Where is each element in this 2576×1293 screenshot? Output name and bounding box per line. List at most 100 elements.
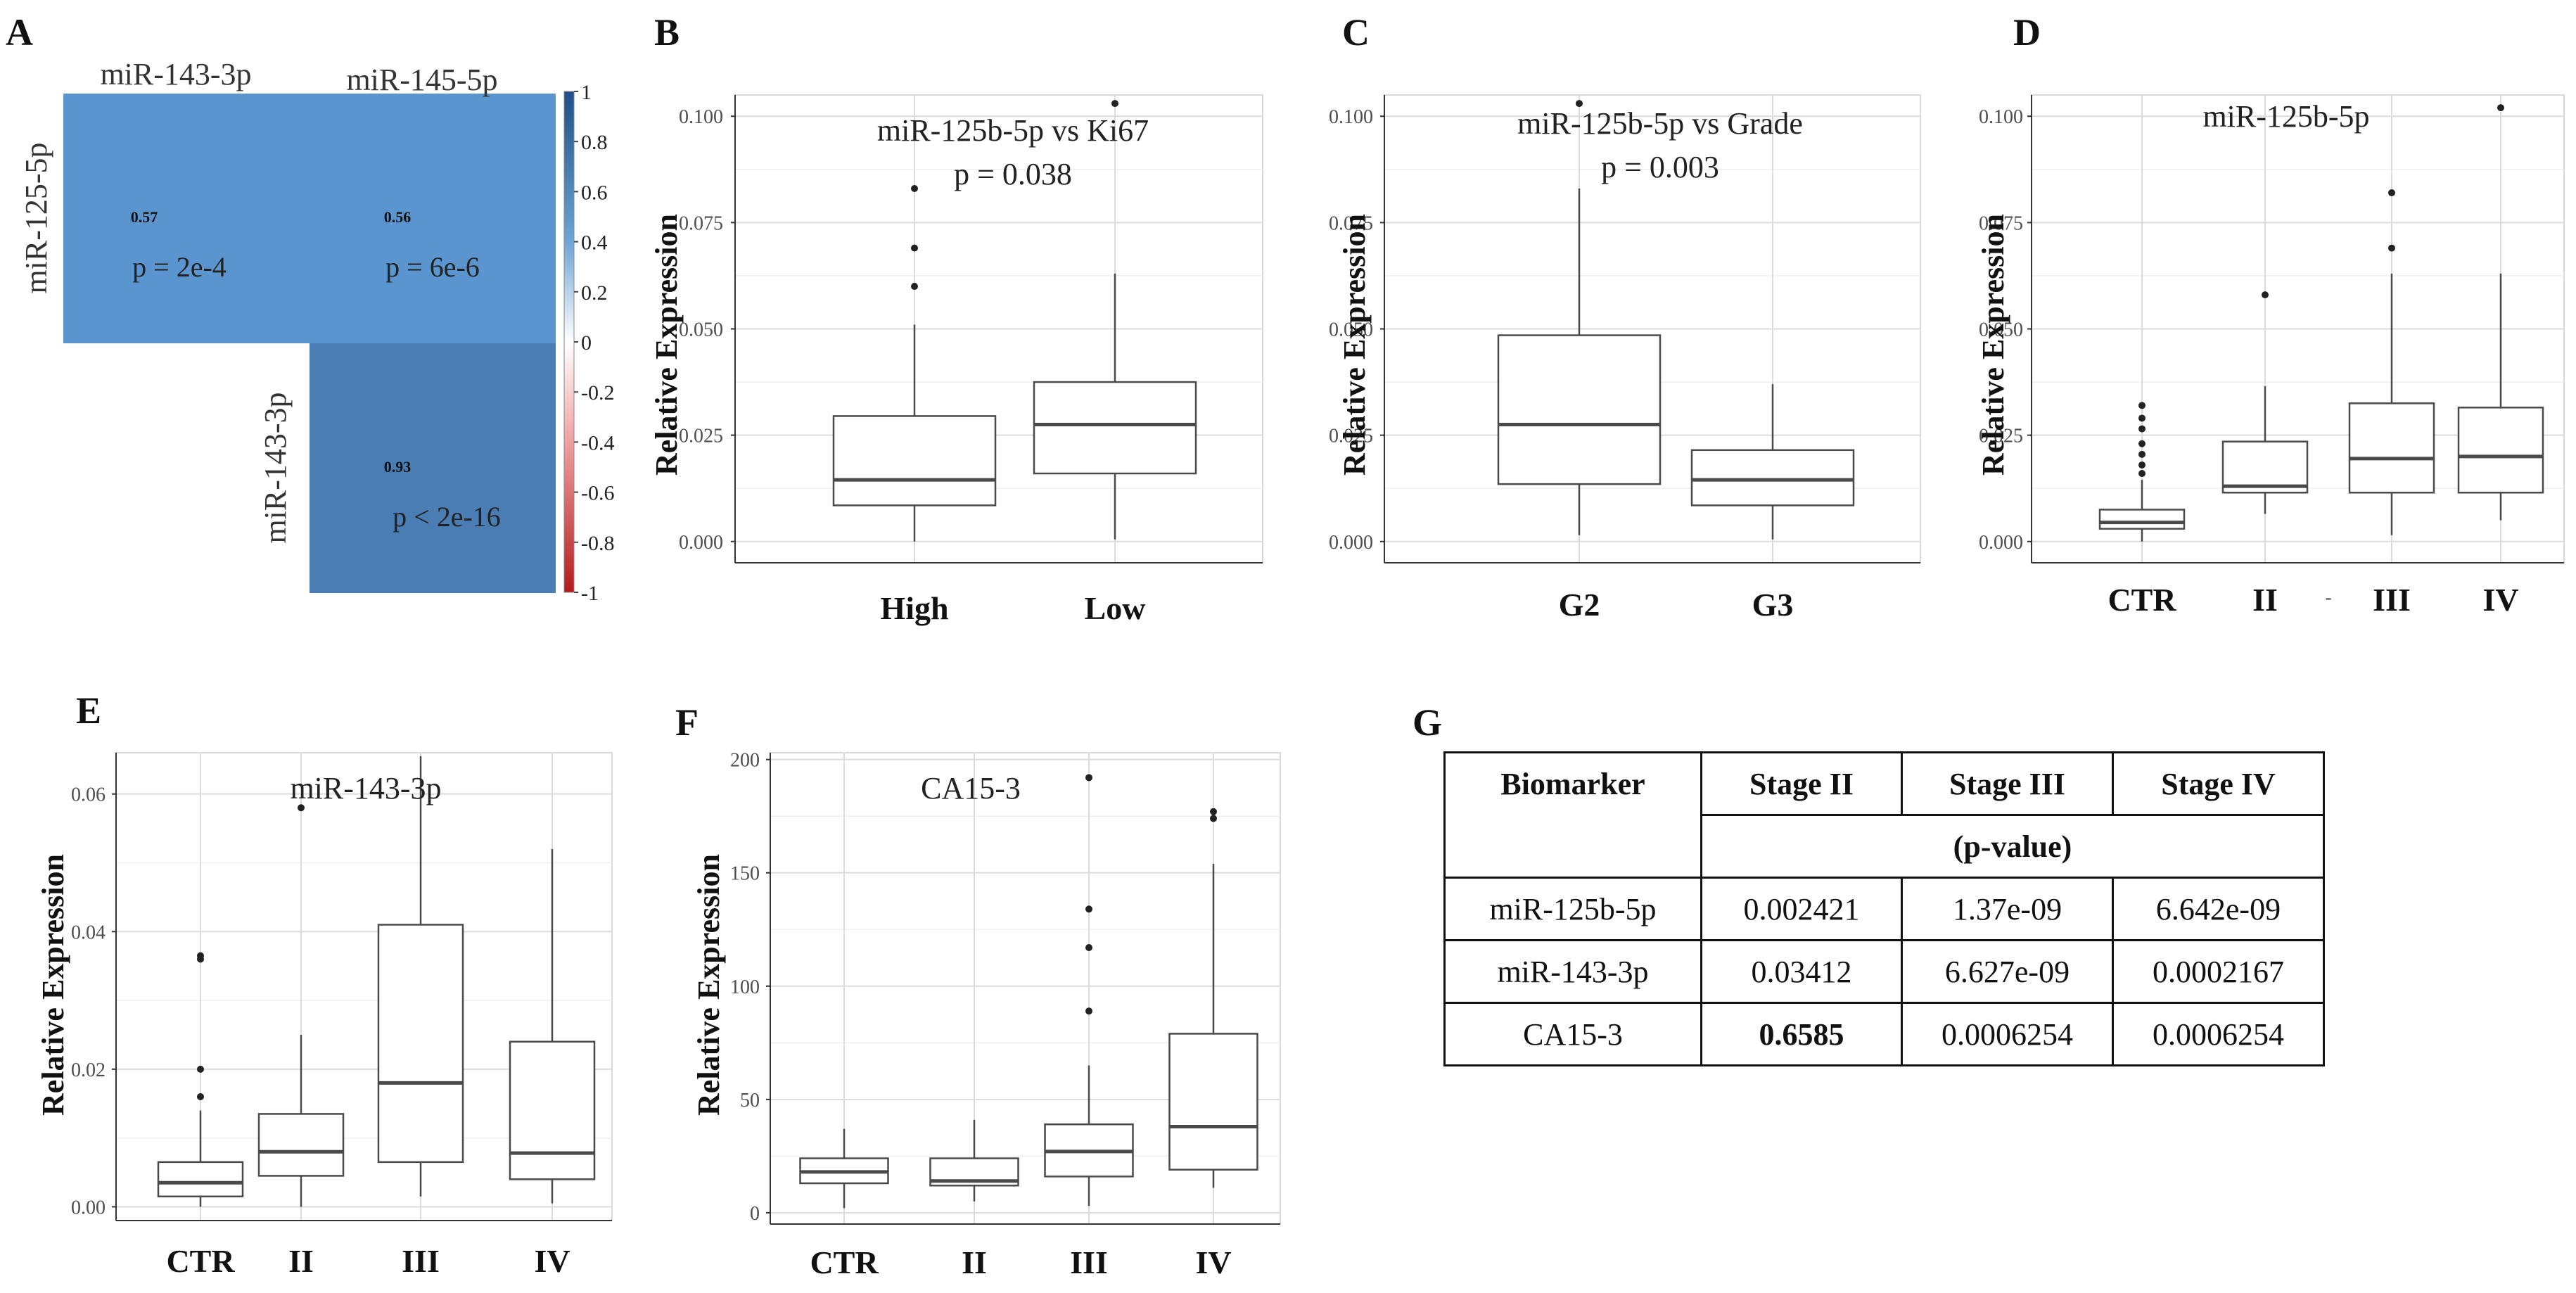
box-iqr [2457,407,2544,494]
chart-title: miR-125b-5p vs Grade [1517,106,1803,141]
table-row: miR-143-3p 0.03412 6.627e-09 0.0002167 [1443,939,2325,1004]
y-tick-label: 0.050 [1329,319,1373,341]
x-category-label: II [2252,582,2278,618]
colorbar-tick-label: -0.4 [581,431,615,454]
y-tick-label: 0.025 [1979,426,2023,447]
y-tick-label: 0.025 [1329,426,1373,447]
panel-letter-d: D [2013,11,2041,53]
box-iqr [2221,440,2309,494]
y-tick-label: 0.06 [71,784,106,806]
row-stage-ii: 0.6585 [1700,1002,1903,1066]
box-iqr [832,415,997,507]
x-category-label: CTR [166,1243,235,1279]
x-category-label: II [288,1243,314,1279]
colorbar-tick-label: 1 [581,81,592,104]
outlier-point [2497,104,2504,112]
colorbar-tick-label: 0.8 [581,131,608,154]
header-stage-ii: Stage II [1700,751,1903,816]
subheader-pvalue: (p-value) [1700,814,2325,879]
outlier-point [1085,774,1092,782]
heatmap-cell-pvalue: p < 2e-16 [393,501,501,533]
box-iqr [2348,402,2435,494]
box-iqr [1033,381,1197,475]
y-tick-label: 0.075 [1329,212,1373,234]
y-tick-label: 0.100 [1329,106,1373,128]
row-stage-ii: 0.002421 [1700,877,1903,941]
outlier-point [1576,100,1583,108]
panel-b-plot [731,94,1263,563]
header-stage-iii: Stage III [1901,751,2114,816]
outlier-point [1111,100,1118,108]
x-category-label: III [402,1243,440,1279]
colorbar-tick-label: -1 [581,582,599,605]
y-tick-label: 0.050 [1979,319,2023,341]
y-tick-label: 100 [730,976,760,998]
outlier-point [1085,944,1092,952]
panel-letter-a: A [6,11,33,53]
outlier-point [2138,402,2145,409]
outlier-point [2138,440,2145,447]
y-tick-label: 0.075 [1979,212,2023,234]
x-category-label: CTR [810,1244,879,1280]
colorbar-tick-label: 0.4 [581,231,608,255]
colorbar-tick-label: -0.8 [581,532,615,555]
outlier-point [1085,1007,1092,1015]
x-category-label: G3 [1752,587,1794,623]
colorbar [563,91,575,593]
heatmap-cell [310,94,556,343]
table-row: miR-125b-5p 0.002421 1.37e-09 6.642e-09 [1443,877,2325,941]
outlier-point [2262,291,2269,299]
chart-title: miR-125b-5p vs Ki67 [877,113,1149,148]
y-tick-label: 0.000 [1979,532,2023,554]
box-iqr [1690,449,1855,507]
x-annotation: - [2325,587,2331,609]
row-biomarker: miR-143-3p [1443,939,1702,1004]
heatmap-cell-value: 0.56 [384,208,412,226]
x-category-label: G2 [1559,587,1600,623]
outlier-point [2138,425,2145,433]
heatmap-cell-value: 0.57 [131,208,158,226]
chart-title: CA15-3 [921,771,1021,805]
x-category-label: II [962,1244,987,1280]
heatmap-cell [63,94,310,343]
heatmap-row-label: miR-143-3p [258,392,293,543]
outlier-point [2388,189,2395,197]
pvalue-table: Biomarker Stage II Stage III Stage IV (p… [1443,751,2325,1066]
box-iqr [2098,509,2186,530]
colorbar-tick-label: -0.2 [581,381,615,405]
outlier-point [197,1093,204,1100]
y-tick-label: 0.100 [679,106,723,128]
outlier-point [1085,905,1092,913]
row-stage-iv: 0.0002167 [2112,939,2325,1004]
panel-f-plot [766,752,1281,1225]
y-tick-label: 0.02 [71,1059,106,1081]
colorbar-tick-label: 0 [581,331,592,355]
outlier-point [1210,808,1217,815]
chart-title: miR-125b-5p [2202,99,2369,134]
y-axis-label: Relative Expression [649,214,684,476]
y-tick-label: 0.04 [71,922,106,943]
panel-e-plot [112,752,613,1221]
header-stage-iv: Stage IV [2112,751,2325,816]
box-iqr [1497,334,1662,485]
heatmap-cell-pvalue: p = 2e-4 [132,251,227,283]
box-iqr [257,1113,345,1177]
box-iqr [509,1040,596,1180]
heatmap-cell-pvalue: p = 6e-6 [385,251,480,283]
y-tick-label: 50 [740,1090,760,1112]
outlier-point [2388,244,2395,252]
outlier-point [2138,414,2145,422]
x-category-label: Low [1085,590,1146,626]
table-row: CA15-3 0.6585 0.0006254 0.0006254 [1443,1002,2325,1066]
chart-subtitle: p = 0.038 [954,157,1072,191]
box-iqr [1168,1033,1258,1171]
panel-letter-c: C [1342,11,1370,53]
row-stage-iv: 6.642e-09 [2112,877,2325,941]
outlier-point [2138,461,2145,469]
panel-c-plot [1380,94,1921,563]
box-iqr [377,924,464,1164]
chart-title: miR-143-3p [290,771,441,805]
panel-letter-e: E [76,689,101,732]
y-tick-label: 0.00 [71,1197,106,1218]
